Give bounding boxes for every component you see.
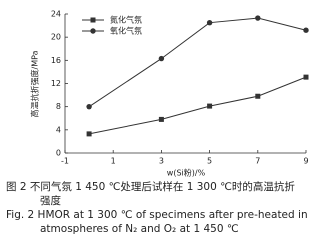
caption-line: 图 2 不同气氛 1 450 ℃处理后试样在 1 300 ℃时的高温抗折 xyxy=(6,180,295,193)
y-tick-label: 16 xyxy=(51,56,61,65)
y-axis-label: 高温抗折强度/MPa xyxy=(30,50,40,117)
y-tick-label: 4 xyxy=(56,125,61,134)
x-tick-label: 5 xyxy=(207,157,212,166)
data-point xyxy=(255,15,261,21)
y-tick-label: 0 xyxy=(56,149,61,158)
x-tick-label: 1 xyxy=(111,157,116,166)
y-tick-label: 8 xyxy=(56,102,61,111)
data-point xyxy=(303,27,309,33)
x-axis-label: w(Si粉)/% xyxy=(167,168,206,178)
data-point xyxy=(303,74,309,80)
y-tick-label: 12 xyxy=(51,79,61,88)
x-tick-label: 9 xyxy=(303,157,308,166)
data-point xyxy=(86,103,92,110)
caption-line: Fig. 2 HMOR at 1 300 ℃ of specimens afte… xyxy=(6,209,308,221)
data-point xyxy=(207,103,213,109)
data-point xyxy=(158,116,164,122)
y-tick-label: 24 xyxy=(51,10,61,19)
data-point xyxy=(86,131,92,137)
data-point xyxy=(255,93,261,99)
y-tick-label: 20 xyxy=(51,33,61,42)
data-point xyxy=(158,55,165,62)
x-tick-label: 3 xyxy=(159,157,164,166)
legend-marker xyxy=(90,17,96,23)
legend-marker xyxy=(90,28,96,34)
caption-line: 强度 xyxy=(40,194,61,207)
x-tick-label: -1 xyxy=(61,157,69,166)
x-tick-label: 7 xyxy=(255,157,260,166)
series-line xyxy=(89,76,307,135)
legend-label: 氮化气氛 xyxy=(110,15,142,25)
caption-line: atmospheres of N₂ and O₂ at 1 450 ℃ xyxy=(40,223,239,235)
data-point xyxy=(206,19,213,26)
legend-label: 氧化气氛 xyxy=(110,26,142,36)
